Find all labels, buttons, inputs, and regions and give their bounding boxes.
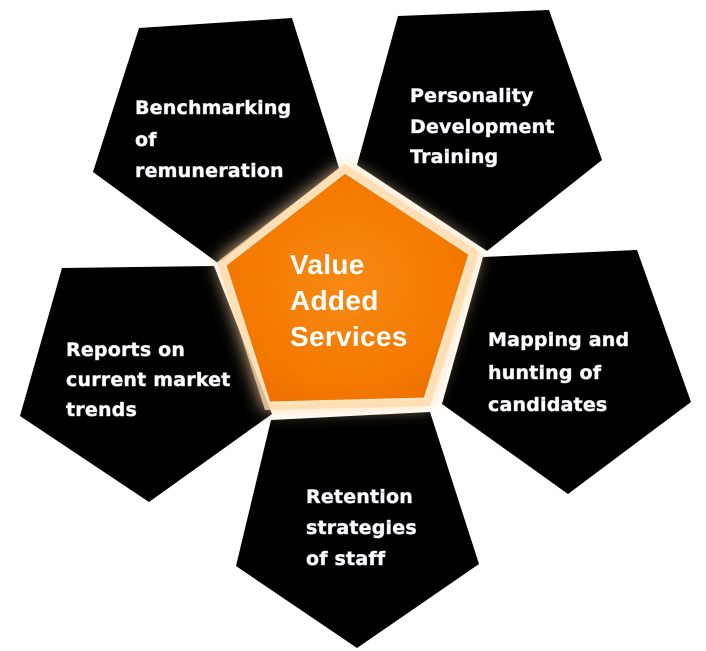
petal-reports-label: Reports on current market trends — [66, 339, 237, 421]
hub-label: Value Added Services — [290, 249, 408, 352]
petal-retention-line-3: of staff — [306, 548, 386, 570]
hub: Value Added Services — [217, 164, 479, 410]
petal-benchmarking-line-2: of — [135, 129, 157, 151]
petal-mapping-label: Mapping and hunting of candidates — [488, 329, 636, 416]
petal-mapping-line-2: hunting of — [488, 362, 602, 384]
petal-mapping-line-1: Mapping and — [488, 329, 629, 351]
hub-line-3: Services — [290, 321, 408, 352]
petal-retention-shape — [236, 412, 479, 648]
petal-mapping-line-3: candidates — [488, 394, 607, 416]
petal-retention-line-1: Retention — [306, 486, 413, 508]
petal-reports-shape — [20, 266, 272, 502]
petal-benchmarking-line-3: remuneration — [135, 160, 284, 182]
petal-personality-line-2: Development — [410, 116, 555, 138]
hub-shape — [223, 170, 472, 405]
petal-reports: Reports on current market trends — [20, 266, 272, 502]
petal-benchmarking: Benchmarking of remuneration — [93, 18, 339, 263]
petal-benchmarking-shape — [93, 18, 339, 263]
petal-benchmarking-line-1: Benchmarking — [135, 97, 291, 119]
petal-retention-line-2: strategies — [306, 517, 417, 539]
hub-line-1: Value — [290, 249, 365, 280]
petal-benchmarking-label: Benchmarking of remuneration — [135, 97, 298, 182]
petal-personality-line-1: Personality — [410, 85, 534, 107]
hub-line-2: Added — [290, 285, 379, 316]
petal-personality: Personality Development Training — [357, 10, 602, 251]
petal-reports-line-3: trends — [66, 399, 137, 421]
petal-personality-label: Personality Development Training — [410, 85, 561, 168]
petal-reports-line-1: Reports on — [66, 339, 185, 361]
petal-personality-line-3: Training — [410, 146, 498, 168]
petal-mapping-shape — [442, 250, 691, 494]
petal-reports-line-2: current market — [66, 369, 231, 391]
petal-mapping: Mapping and hunting of candidates — [442, 250, 691, 494]
petal-retention: Retention strategies of staff — [236, 412, 479, 648]
petal-retention-label: Retention strategies of staff — [306, 486, 424, 570]
petal-personality-shape — [357, 10, 602, 251]
